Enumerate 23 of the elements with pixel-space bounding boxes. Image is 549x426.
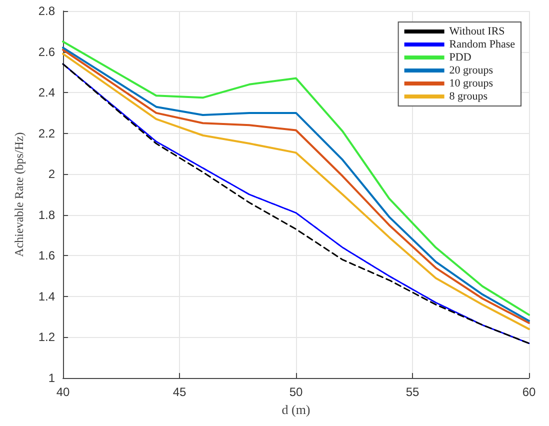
legend-label: 20 groups <box>449 64 494 76</box>
x-tick-label: 50 <box>289 385 303 399</box>
y-tick-label: 2.2 <box>38 126 56 140</box>
y-tick-label: 1.6 <box>38 248 56 263</box>
x-tick-label: 45 <box>172 385 186 399</box>
y-tick-label: 1 <box>48 371 56 385</box>
y-tick-label: 1.2 <box>38 330 56 344</box>
x-axis-title: d (m) <box>282 402 310 417</box>
y-tick-label: 1.4 <box>38 289 56 304</box>
x-tick-label: 60 <box>522 385 536 399</box>
y-tick-label: 2.4 <box>38 86 56 100</box>
legend-label: Random Phase <box>449 38 516 50</box>
legend-label: Without IRS <box>449 26 505 38</box>
x-tick-label: 55 <box>406 385 420 399</box>
y-tick-label: 2 <box>48 167 56 182</box>
y-tick-label: 2.8 <box>38 4 56 18</box>
y-tick-label: 2.6 <box>38 44 56 59</box>
legend-label: PDD <box>449 52 472 64</box>
legend-label: 8 groups <box>449 90 488 102</box>
y-axis-title: Achievable Rate (bps/Hz) <box>12 132 26 257</box>
x-tick-label: 40 <box>56 385 70 399</box>
legend-label: 10 groups <box>449 78 494 90</box>
y-tick-label: 1.8 <box>38 208 56 222</box>
